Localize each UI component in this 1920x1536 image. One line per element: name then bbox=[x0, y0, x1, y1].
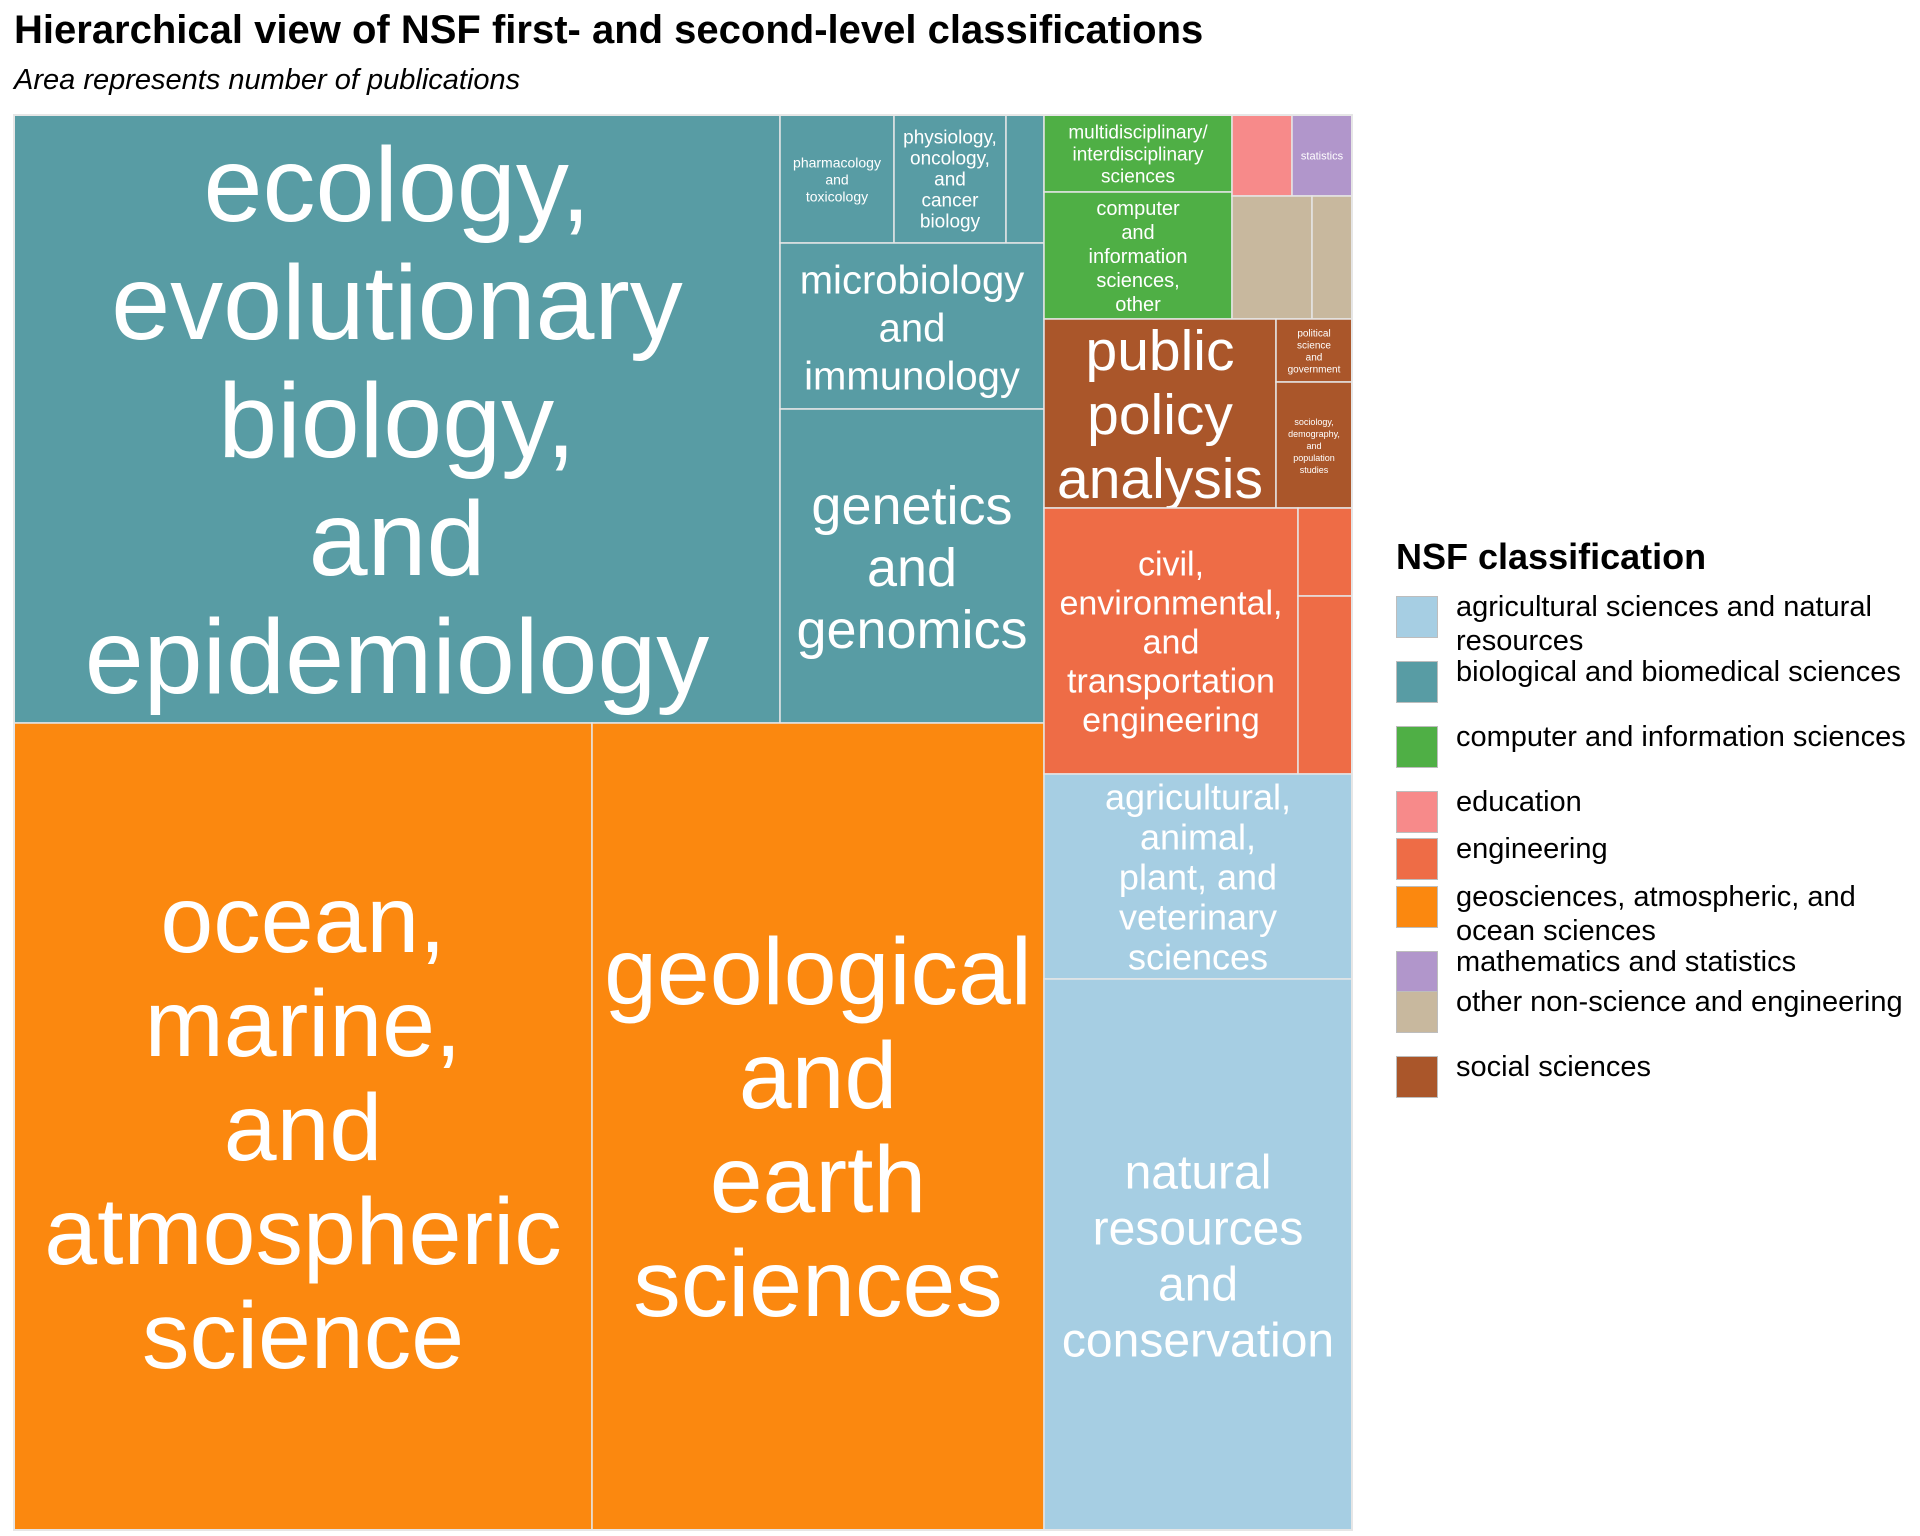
legend-swatch bbox=[1396, 886, 1438, 928]
treemap-rect bbox=[13, 114, 781, 724]
treemap-label: geological and earth sciences bbox=[604, 919, 1032, 1337]
treemap-tile-other-non-science-and-engineering-12 bbox=[1231, 195, 1313, 320]
legend-title: NSF classification bbox=[1396, 536, 1707, 577]
treemap-tile-political-science-and-government: political science and government bbox=[1275, 318, 1353, 383]
treemap-tile-microbiology-and-immunology: microbiology and immunology bbox=[779, 242, 1045, 410]
treemap-tile-pharmacology-and-toxicology: pharmacology and toxicology bbox=[779, 114, 895, 244]
legend-swatch bbox=[1396, 661, 1438, 703]
treemap-tile-engineering-18 bbox=[1297, 507, 1353, 597]
treemap-rect bbox=[1297, 595, 1353, 775]
legend: NSF classification agricultural sciences… bbox=[1396, 536, 1906, 1098]
treemap-rect bbox=[779, 408, 1045, 724]
treemap-label: sociology, demography, and population studie… bbox=[1288, 417, 1340, 475]
legend-item-biological-and-biomedical-sciences: biological and biomedical sciences bbox=[1396, 655, 1916, 703]
treemap-tile-biological-and-biomedical-sciences-3 bbox=[1005, 114, 1045, 244]
legend-label: computer and information sciences bbox=[1456, 721, 1906, 753]
treemap-label: computer and information sciences, other bbox=[1089, 198, 1188, 316]
treemap-tile-genetics-and-genomics: genetics and genomics bbox=[779, 408, 1045, 724]
treemap-rect bbox=[1043, 318, 1277, 509]
legend-item-social-sciences: social sciences bbox=[1396, 1050, 1916, 1098]
legend-swatch bbox=[1396, 951, 1438, 993]
legend-label: other non-science and engineering bbox=[1456, 986, 1903, 1018]
treemap-tile-other-non-science-and-engineering-13 bbox=[1311, 195, 1353, 320]
legend-item-other-non-science-and-engineering: other non-science and engineering bbox=[1396, 985, 1916, 1033]
treemap-label: agricultural, animal, plant, and veterinary… bbox=[1105, 776, 1291, 977]
treemap-tile-natural-resources-and-conservation: natural resources and conservation bbox=[1043, 978, 1353, 1531]
legend-swatch bbox=[1396, 838, 1438, 880]
treemap-tile-geological-and-earth-sciences: geological and earth sciences bbox=[591, 722, 1045, 1531]
treemap-tile-public-policy-analysis: public policy analysis bbox=[1043, 318, 1277, 511]
treemap-rect bbox=[779, 242, 1045, 410]
legend-label: social sciences bbox=[1456, 1051, 1652, 1083]
legend-swatch bbox=[1396, 791, 1438, 833]
treemap-rect bbox=[591, 722, 1045, 1531]
treemap-tile-statistics: statistics bbox=[1291, 114, 1353, 197]
treemap-tile-education-10 bbox=[1231, 114, 1293, 197]
treemap-label: pharmacology and toxicology bbox=[793, 154, 881, 204]
legend-label: geosciences, atmospheric, and ocean scie… bbox=[1456, 881, 1856, 947]
treemap-rect bbox=[1231, 114, 1293, 197]
treemap-label: political science and government bbox=[1288, 328, 1341, 375]
legend-item-mathematics-and-statistics: mathematics and statistics bbox=[1396, 945, 1916, 993]
treemap-label: natural resources and conservation bbox=[1062, 1146, 1334, 1367]
treemap-rect bbox=[1275, 318, 1353, 383]
treemap-tile-multidisciplinary-interdisciplinary-sciences: multidisciplinary/interdisciplinary scien… bbox=[1043, 114, 1233, 193]
treemap-rect bbox=[1043, 507, 1299, 775]
legend-swatch bbox=[1396, 1056, 1438, 1098]
legend-label: education bbox=[1456, 786, 1582, 818]
treemap-rect bbox=[13, 722, 593, 1531]
treemap-tile-ocean-marine-and-atmospheric-science: ocean, marine, and atmospheric science bbox=[13, 722, 593, 1531]
treemap-tile-civil-environmental-and-transportation-engineering: civil, environmental, and transportation eng… bbox=[1043, 507, 1299, 775]
legend-label: mathematics and statistics bbox=[1456, 946, 1797, 978]
treemap-label: multidisciplinary/interdisciplinary scien… bbox=[1068, 123, 1208, 188]
chart-title: Hierarchical view of NSF first- and seco… bbox=[14, 8, 1204, 52]
legend-item-agricultural-sciences-and-natural-resources: agricultural sciences and natural resour… bbox=[1396, 590, 1916, 658]
treemap-tile-sociology-demography-and-population-studies: sociology, demography, and population studie… bbox=[1275, 381, 1353, 509]
treemap-rect bbox=[1297, 507, 1353, 597]
legend-label: biological and biomedical sciences bbox=[1456, 656, 1901, 688]
treemap-rect bbox=[1231, 195, 1313, 320]
treemap-label: public policy analysis bbox=[1057, 319, 1263, 511]
treemap-tile-ecology-evolutionary-biology-and-epidemiology: ecology, evolutionary biology, and epidemiol… bbox=[13, 114, 781, 724]
legend-label: engineering bbox=[1456, 833, 1608, 865]
treemap-tile-computer-and-information-sciences-other: computer and information sciences, other bbox=[1043, 191, 1233, 320]
treemap-label: ecology, evolutionary biology, and epidemiol… bbox=[85, 126, 710, 716]
treemap-label: ocean, marine, and atmospheric science bbox=[44, 867, 561, 1389]
legend-label: agricultural sciences and natural resour… bbox=[1456, 591, 1872, 657]
treemap-label: genetics and genomics bbox=[796, 476, 1027, 660]
treemap-label: physiology, oncology, and cancer biology bbox=[903, 128, 997, 233]
legend-item-engineering: engineering bbox=[1396, 832, 1916, 880]
treemap-rect bbox=[1291, 114, 1353, 197]
treemap-rect bbox=[1005, 114, 1045, 244]
treemap-tile-agricultural-animal-plant-and-veterinary-sciences: agricultural, animal, plant, and veterinary… bbox=[1043, 773, 1353, 980]
legend-swatch bbox=[1396, 726, 1438, 768]
legend-swatch bbox=[1396, 596, 1438, 638]
treemap-rect bbox=[1043, 978, 1353, 1531]
treemap-tile-physiology-oncology-and-cancer-biology: physiology, oncology, and cancer biology bbox=[893, 114, 1007, 244]
treemap-rect bbox=[1311, 195, 1353, 320]
legend-item-geosciences-atmospheric-and-ocean-sciences: geosciences, atmospheric, and ocean scie… bbox=[1396, 880, 1916, 948]
legend-swatch bbox=[1396, 991, 1438, 1033]
treemap-label: civil, environmental, and transportation eng… bbox=[1059, 545, 1282, 739]
legend-item-computer-and-information-sciences: computer and information sciences bbox=[1396, 720, 1916, 768]
chart-subtitle: Area represents number of publications bbox=[14, 64, 521, 96]
treemap-label: microbiology and immunology bbox=[800, 258, 1025, 398]
treemap-border bbox=[13, 114, 1353, 1531]
treemap-label: statistics bbox=[1301, 151, 1344, 163]
treemap: ecology, evolutionary biology, and epidemiol… bbox=[13, 114, 1353, 1531]
legend-item-education: education bbox=[1396, 785, 1916, 833]
treemap-tile-engineering-19 bbox=[1297, 595, 1353, 775]
